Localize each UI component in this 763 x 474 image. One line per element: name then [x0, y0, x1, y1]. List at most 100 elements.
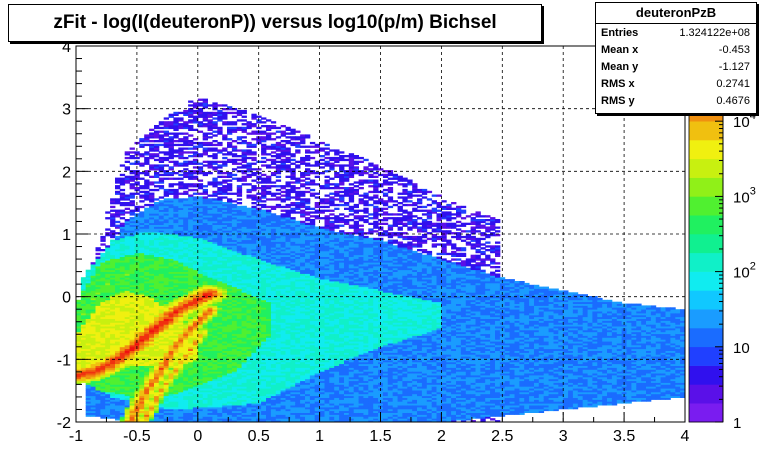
heatmap-cell	[197, 232, 204, 235]
heatmap-cell	[202, 378, 208, 382]
heatmap-cell	[183, 333, 189, 336]
heatmap-cell	[119, 228, 126, 231]
heatmap-cell	[168, 329, 174, 333]
heatmap-cell	[158, 185, 165, 188]
heatmap-cell	[246, 143, 252, 147]
heatmap-cell	[241, 297, 247, 301]
heatmap-cell	[192, 382, 199, 385]
heatmap-cell	[246, 399, 252, 402]
heatmap-cell	[124, 166, 130, 169]
heatmap-cell	[154, 361, 160, 365]
heatmap-cell	[241, 209, 247, 212]
heatmap-cell	[222, 267, 228, 271]
heatmap-cell	[217, 250, 223, 254]
heatmap-cell	[154, 378, 160, 382]
heatmap-cell	[110, 378, 116, 382]
heatmap-cell	[158, 320, 165, 323]
heatmap-cell	[95, 407, 101, 410]
heatmap-cell	[217, 341, 223, 344]
heatmap-cell	[90, 378, 96, 382]
heatmap-cell	[246, 401, 252, 404]
heatmap-cell	[129, 155, 135, 158]
heatmap-cell	[95, 408, 101, 412]
heatmap-cell	[139, 271, 145, 274]
heatmap-cell	[139, 375, 145, 378]
heatmap-cell	[154, 320, 160, 323]
heatmap-cell	[178, 187, 184, 190]
heatmap-cell	[246, 151, 252, 154]
heatmap-cell	[246, 232, 252, 235]
heatmap-cell	[95, 395, 101, 398]
heatmap-cell	[236, 296, 243, 299]
heatmap-cell	[251, 271, 257, 274]
heatmap-cell	[197, 213, 204, 216]
heatmap-cell	[183, 316, 189, 319]
heatmap-cell	[154, 288, 160, 291]
heatmap-cell	[188, 100, 194, 103]
heatmap-cell	[154, 173, 160, 177]
heatmap-cell	[256, 384, 262, 387]
heatmap-cell	[202, 403, 208, 406]
heatmap-cell	[168, 226, 174, 229]
heatmap-cell	[222, 388, 228, 391]
heatmap-cell	[227, 384, 233, 387]
heatmap-cell	[246, 247, 252, 250]
heatmap-cell	[241, 123, 247, 126]
heatmap-cell	[129, 235, 135, 239]
heatmap-cell	[178, 181, 184, 184]
heatmap-cell	[95, 367, 101, 370]
heatmap-cell	[192, 376, 199, 380]
heatmap-cell	[222, 202, 228, 205]
heatmap-cell	[212, 207, 218, 210]
heatmap-cell	[158, 318, 165, 321]
heatmap-cell	[178, 245, 184, 248]
heatmap-cell	[158, 219, 165, 222]
heatmap-cell	[183, 269, 189, 272]
heatmap-cell	[163, 140, 169, 143]
heatmap-cell	[222, 254, 228, 257]
heatmap-cell	[178, 147, 184, 150]
heatmap-cell	[217, 115, 223, 118]
heatmap-cell	[119, 288, 126, 291]
heatmap-cell	[105, 232, 111, 235]
heatmap-cell	[76, 339, 82, 342]
heatmap-cell	[158, 209, 165, 212]
heatmap-cell	[168, 365, 174, 368]
heatmap-cell	[188, 309, 194, 312]
heatmap-cell	[261, 211, 267, 214]
heatmap-cell	[236, 267, 243, 271]
heatmap-cell	[119, 378, 126, 382]
heatmap-cell	[110, 282, 116, 286]
heatmap-cell	[144, 275, 150, 278]
heatmap-cell	[246, 211, 252, 214]
heatmap-cell	[183, 172, 189, 175]
heatmap-cell	[129, 309, 135, 312]
heatmap-cell	[251, 391, 257, 395]
heatmap-cell	[110, 380, 116, 383]
heatmap-cell	[158, 324, 165, 327]
heatmap-cell	[231, 220, 238, 224]
heatmap-cell	[154, 211, 160, 214]
heatmap-cell	[149, 155, 155, 158]
heatmap-cell	[154, 360, 160, 363]
heatmap-cell	[236, 391, 243, 395]
heatmap-cell	[236, 352, 243, 355]
heatmap-cell	[202, 200, 208, 203]
heatmap-cell	[105, 326, 111, 329]
heatmap-cell	[217, 382, 223, 385]
heatmap-cell	[231, 200, 238, 203]
heatmap-cell	[217, 390, 223, 393]
heatmap-cell	[80, 286, 87, 289]
heatmap-cell	[192, 188, 199, 192]
heatmap-cell	[90, 407, 96, 410]
heatmap-cell	[207, 395, 213, 398]
heatmap-cell	[251, 320, 257, 323]
heatmap-cell	[222, 391, 228, 395]
heatmap-cell	[202, 209, 208, 212]
heatmap-cell	[163, 237, 169, 241]
heatmap-cell	[202, 111, 208, 115]
heatmap-cell	[115, 301, 121, 304]
heatmap-cell	[217, 331, 223, 335]
heatmap-cell	[115, 403, 121, 406]
heatmap-cell	[139, 320, 145, 323]
